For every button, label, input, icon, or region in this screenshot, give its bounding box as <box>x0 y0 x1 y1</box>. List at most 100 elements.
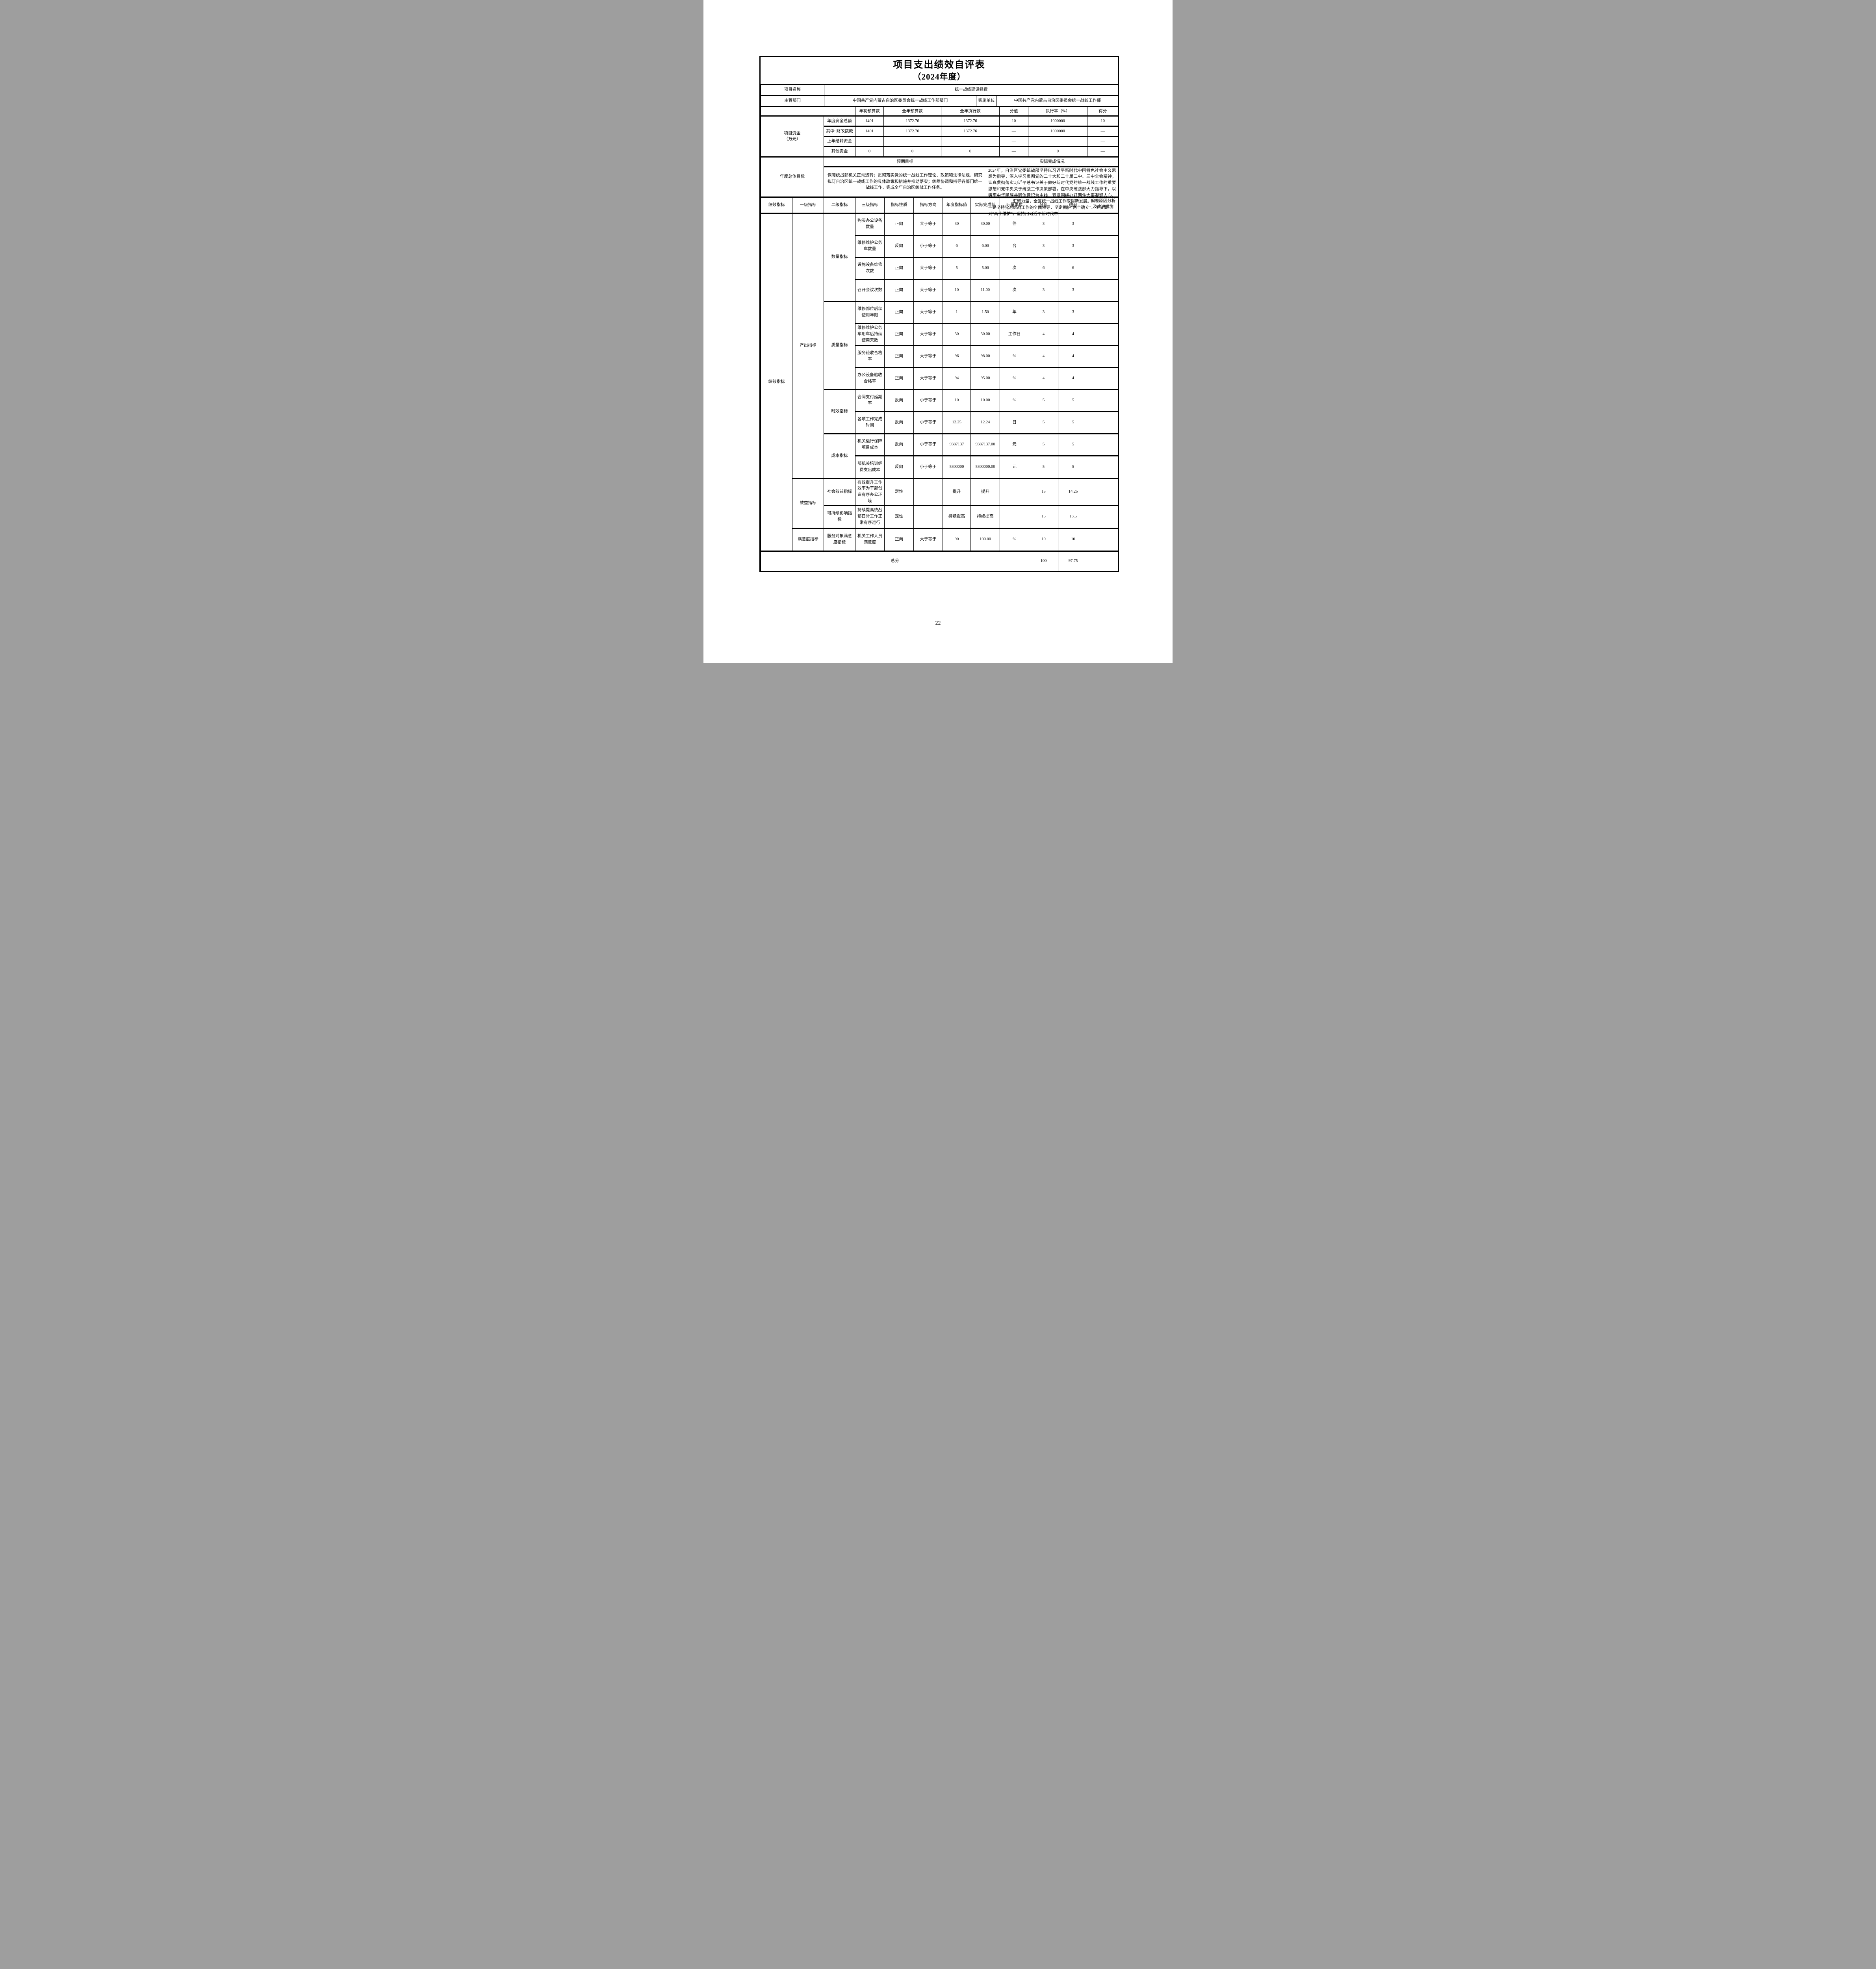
indicator-row: 设施设备维修次数 正向 大于等于 5 5.00 次 6 6 <box>761 256 1118 280</box>
indicator-direction: 大于等于 <box>913 345 943 368</box>
indicator-target: 6 <box>943 234 971 258</box>
indicator-unit: 元 <box>1000 455 1029 479</box>
indicator-deviation <box>1088 455 1118 479</box>
project-name-value: 统一战线建设经费 <box>824 84 1118 95</box>
indicator-points: 10 <box>1029 527 1058 551</box>
indicator-target: 90 <box>943 527 971 551</box>
indicator-score: 5 <box>1058 433 1088 456</box>
indicator-row: 可持续影响指标 持续提高统战部日常工作正常有序运行 定性 持续提高 持续提高 1… <box>761 504 1118 528</box>
indicator-nature: 反向 <box>884 234 914 258</box>
level2-social-benefit: 社会效益指标 <box>824 478 855 506</box>
indicator-row: 维修维护公务车用车后持续使用天数 正向 大于等于 30 30.00 工作日 4 … <box>761 323 1118 346</box>
indicator-score: 13.5 <box>1058 504 1088 528</box>
indicator-nature: 反向 <box>884 389 914 412</box>
indicators-header-row: 绩效指标 一级指标 二级指标 三级指标 指标性质 指标方向 年度指标值 实际完成… <box>761 196 1118 213</box>
funds-cell-initial: 1401 <box>855 126 884 137</box>
indicator-row: 效益指标 社会效益指标 有效提升工作效率为干部创造有序办公环境 定性 提升 提升… <box>761 478 1118 528</box>
indicator-target: 1 <box>943 300 971 324</box>
header-direction: 指标方向 <box>913 196 943 213</box>
funds-header-points: 分值 <box>999 106 1028 116</box>
indicator-deviation <box>1088 345 1118 368</box>
indicator-target: 5 <box>943 256 971 280</box>
indicator-unit: 次 <box>1000 256 1029 280</box>
indicator-target: 提升 <box>943 478 971 506</box>
indicator-unit: 次 <box>1000 278 1029 302</box>
funds-cell-initial: 1401 <box>855 115 884 126</box>
indicator-score: 10 <box>1058 527 1088 551</box>
indicator-direction: 大于等于 <box>913 527 943 551</box>
indicator-target: 30 <box>943 212 971 235</box>
header-points: 分值 <box>1029 196 1058 213</box>
header-perf-indicator: 绩效指标 <box>761 196 792 213</box>
indicator-points: 3 <box>1029 278 1058 302</box>
indicator-actual: 11.00 <box>970 278 1000 302</box>
indicator-target: 持续提高 <box>943 504 971 528</box>
funds-header-initial-budget: 年初预算数 <box>855 106 884 116</box>
goal-content-row: 保障统战部机关正常运转；贯彻落实党的统一战线工作理论、政策和法律法规，研究拟订自… <box>761 166 1118 216</box>
funds-cell-exec-rate <box>1028 136 1087 146</box>
indicator-nature: 正向 <box>884 345 914 368</box>
indicator-points: 3 <box>1029 212 1058 235</box>
indicator-actual: 100.00 <box>970 527 1000 551</box>
project-funds-table: 年初预算数 全年预算数 全年执行数 分值 执行率（%） 得分 项目资金 （万元）… <box>761 106 1118 156</box>
funds-row-label: 其他资金 <box>824 146 855 156</box>
indicator-row: 部机关培训经费支出成本 反向 小于等于 5300000 5300000.00 元… <box>761 455 1118 479</box>
total-points: 100 <box>1029 550 1058 571</box>
indicator-unit <box>1000 504 1029 528</box>
indicator-direction <box>913 504 943 528</box>
indicator-target: 96 <box>943 345 971 368</box>
indicator-name: 有效提升工作效率为干部创造有序办公环境 <box>855 478 885 506</box>
indicator-unit: 日 <box>1000 411 1029 434</box>
indicator-deviation <box>1088 411 1118 434</box>
funds-cell-initial: 0 <box>855 146 884 156</box>
funds-header-row: 年初预算数 全年预算数 全年执行数 分值 执行率（%） 得分 <box>761 106 1118 116</box>
funds-cell-score: — <box>1087 136 1118 146</box>
indicator-score: 4 <box>1058 345 1088 368</box>
indicator-target: 9387137 <box>943 433 971 456</box>
indicator-nature: 正向 <box>884 323 914 346</box>
funds-row-group-label: 项目资金 （万元） <box>761 115 824 156</box>
level2-cost: 成本指标 <box>824 433 855 479</box>
funds-cell-points: — <box>999 136 1028 146</box>
indicator-row: 时效指标 合同支付延期率 反向 小于等于 10 10.00 % 5 5 <box>761 389 1118 434</box>
indicator-unit: % <box>1000 389 1029 412</box>
funds-row-label: 年度资金总额 <box>824 115 855 126</box>
page-title-year: （2024年度） <box>913 72 966 82</box>
indicator-points: 3 <box>1029 300 1058 324</box>
annual-goal-label: 年度总体目标 <box>761 156 824 197</box>
funds-cell-exec-rate: 0 <box>1028 146 1087 156</box>
indicator-score: 14.25 <box>1058 478 1088 506</box>
indicator-deviation <box>1088 389 1118 412</box>
indicator-row: 服务验收合格率 正向 大于等于 96 98.00 % 4 4 <box>761 345 1118 368</box>
indicator-unit: 件 <box>1000 212 1029 235</box>
indicator-row: 满意度指标 服务对象满意度指标 机关工作人员满意度 正向 大于等于 90 100… <box>761 527 1118 551</box>
indicator-score: 3 <box>1058 234 1088 258</box>
indicator-nature: 正向 <box>884 527 914 551</box>
indicator-nature: 正向 <box>884 212 914 235</box>
indicator-actual: 持续提高 <box>970 504 1000 528</box>
funds-cell-score: 10 <box>1087 115 1118 126</box>
funds-cell-annual-budget <box>883 136 941 146</box>
indicator-score: 3 <box>1058 212 1088 235</box>
indicator-direction: 小于等于 <box>913 234 943 258</box>
expected-goal-cell: 保障统战部机关正常运转；贯彻落实党的统一战线工作理论、政策和法律法规，研究拟订自… <box>824 166 986 197</box>
indicator-actual: 5300000.00 <box>970 455 1000 479</box>
funds-row-label: 上年结转资金 <box>824 136 855 146</box>
level1-benefit: 效益指标 <box>792 478 824 528</box>
indicator-unit: 元 <box>1000 433 1029 456</box>
indicator-name: 办公设备验收合格率 <box>855 367 885 390</box>
funds-row-total: 项目资金 （万元） 年度资金总额 1401 1372.76 1372.76 10… <box>761 115 1118 156</box>
indicator-unit: % <box>1000 367 1029 390</box>
actual-completion-cell: 2024年，自治区党委统战部坚持以习近平新时代中国特色社会主义思想为指导，深入学… <box>986 166 1118 216</box>
indicator-points: 15 <box>1029 504 1058 528</box>
indicator-row: 成本指标 机关运行保障项目成本 反向 小于等于 9387137 9387137.… <box>761 433 1118 479</box>
indicator-deviation <box>1088 478 1118 506</box>
indicator-nature: 反向 <box>884 433 914 456</box>
funds-cell-exec-rate: 1000000 <box>1028 126 1087 137</box>
funds-row-carryover: 上年结转资金 — — <box>761 136 1118 146</box>
indicator-direction: 大于等于 <box>913 300 943 324</box>
header-target-value: 年度指标值 <box>943 196 971 213</box>
indicator-deviation <box>1088 527 1118 551</box>
level2-sustainability: 可持续影响指标 <box>824 504 855 528</box>
indicator-nature: 反向 <box>884 411 914 434</box>
